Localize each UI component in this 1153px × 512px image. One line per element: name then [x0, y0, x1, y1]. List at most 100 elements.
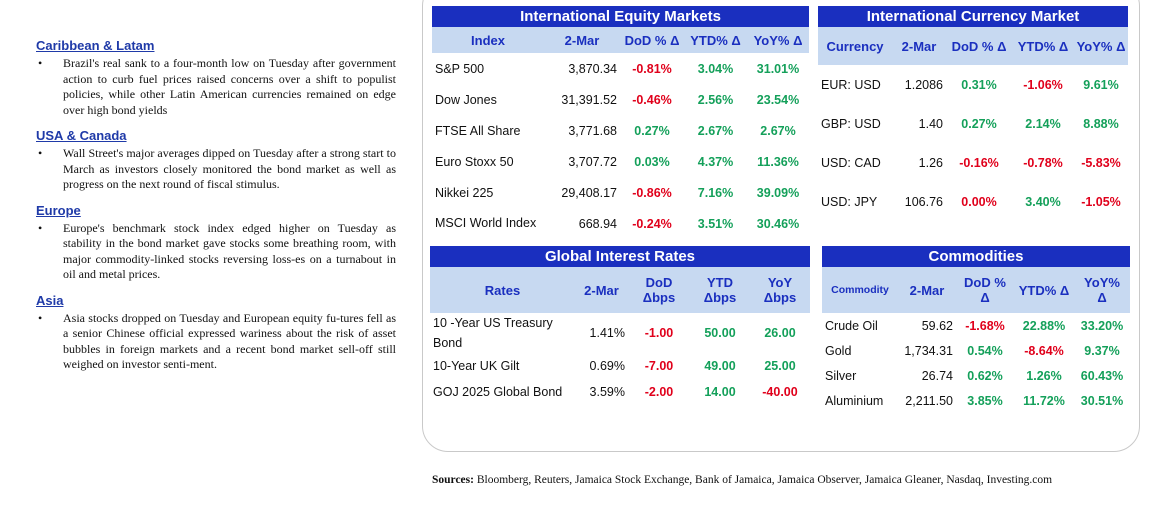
news-heading[interactable]: Europe	[36, 202, 81, 218]
table-row: USD: JPY 106.76 0.00% 3.40% -1.05%	[818, 182, 1128, 221]
currency-rate: 1.2086	[904, 77, 943, 92]
ytd-change: 11.72%	[1023, 393, 1065, 408]
column-header: 2-Mar	[892, 27, 946, 65]
commodity-name: Aluminium	[825, 393, 884, 408]
news-section-caribbean: Caribbean & Latam • Brazil's real sank t…	[36, 38, 396, 118]
column-header: 2-Mar	[544, 27, 620, 53]
news-text: Europe's benchmark stock index edged hig…	[63, 220, 396, 282]
dod-change: -2.00	[644, 385, 674, 399]
yoy-change: 25.00	[764, 359, 796, 373]
index-value: 31,391.52	[561, 92, 617, 107]
column-header: YoY% Δ	[747, 27, 809, 53]
table-row: 10-Year UK Gilt 0.69% -7.00 49.00 25.00	[430, 353, 810, 379]
index-name: Euro Stoxx 50	[435, 154, 514, 169]
sources-label: Sources:	[432, 474, 474, 486]
bullet-icon: •	[38, 146, 43, 160]
index-name: Dow Jones	[435, 92, 497, 107]
dod-change: -0.81%	[632, 61, 672, 76]
yoy-change: 9.61%	[1083, 77, 1119, 92]
rate-name: 10 -Year US Treasury Bond	[433, 316, 553, 350]
news-item: • Wall Street's major averages dipped on…	[36, 146, 396, 193]
column-header: YoY% Δ	[1074, 27, 1128, 65]
column-header: YoY Δbps	[750, 267, 810, 313]
commodity-price: 1,734.31	[904, 343, 953, 358]
rate-name: GOJ 2025 Global Bond	[433, 385, 563, 399]
ytd-change: 3.51%	[697, 216, 734, 231]
yoy-change: 23.54%	[756, 92, 800, 107]
news-text: Brazil's real sank to a four-month low o…	[63, 56, 396, 117]
news-heading[interactable]: USA & Canada	[36, 128, 127, 143]
ytd-change: -8.64%	[1024, 343, 1064, 358]
yoy-change: -5.83%	[1081, 155, 1121, 170]
currency-pair: USD: JPY	[821, 194, 878, 209]
dod-change: 0.03%	[634, 154, 670, 169]
dod-change: 0.27%	[634, 123, 670, 138]
dod-change: -7.00	[644, 359, 674, 373]
table-row: 10 -Year US Treasury Bond 1.41% -1.00 50…	[430, 313, 810, 353]
commodities-title: Commodities	[822, 246, 1130, 267]
yoy-change: 30.46%	[756, 216, 800, 231]
column-header: YoY% Δ	[1074, 267, 1130, 313]
table-row: Nikkei 225 29,408.17 -0.86% 7.16% 39.09%	[432, 177, 809, 208]
index-name: FTSE All Share	[435, 123, 521, 138]
ytd-change: -0.78%	[1023, 155, 1063, 170]
table-row: Gold 1,734.31 0.54% -8.64% 9.37%	[822, 338, 1130, 363]
table-row: GBP: USD 1.40 0.27% 2.14% 8.88%	[818, 104, 1128, 143]
table-row: MSCI World Index 668.94 -0.24% 3.51% 30.…	[432, 208, 809, 239]
currency-table: International Currency Market Currency 2…	[818, 6, 1128, 221]
yoy-change: -40.00	[762, 385, 798, 399]
tables-frame	[422, 0, 1140, 452]
table-row: S&P 500 3,870.34 -0.81% 3.04% 31.01%	[432, 53, 809, 84]
index-name: S&P 500	[435, 61, 485, 76]
bullet-icon: •	[38, 220, 43, 235]
yoy-change: 9.37%	[1084, 343, 1120, 358]
column-header: DoD Δbps	[628, 267, 690, 313]
news-heading[interactable]: Caribbean & Latam	[36, 38, 155, 53]
yoy-change: 26.00	[764, 326, 796, 340]
index-name: MSCI World Index	[435, 216, 537, 230]
commodity-name: Silver	[825, 368, 857, 383]
index-name: Nikkei 225	[435, 185, 494, 200]
column-header: 2-Mar	[575, 267, 628, 313]
column-header: 2-Mar	[898, 267, 956, 313]
news-item: • Europe's benchmark stock index edged h…	[36, 221, 396, 283]
table-row: GOJ 2025 Global Bond 3.59% -2.00 14.00 -…	[430, 379, 810, 405]
currency-rate: 1.40	[918, 116, 943, 131]
column-header: DoD % Δ	[946, 27, 1012, 65]
table-row: USD: CAD 1.26 -0.16% -0.78% -5.83%	[818, 143, 1128, 182]
commodity-price: 59.62	[921, 318, 953, 333]
rates-title: Global Interest Rates	[430, 246, 810, 267]
column-header: Rates	[430, 267, 575, 313]
dod-change: -1.00	[644, 326, 674, 340]
dod-change: -1.68%	[965, 318, 1005, 333]
column-header: Currency	[818, 27, 892, 65]
ytd-change: 7.16%	[697, 185, 734, 200]
rate-value: 1.41%	[589, 326, 625, 340]
dod-change: 0.62%	[967, 368, 1003, 383]
commodity-price: 2,211.50	[905, 393, 953, 408]
column-header: YTD% Δ	[1014, 267, 1074, 313]
dod-change: 3.85%	[967, 393, 1003, 408]
table-row: Euro Stoxx 50 3,707.72 0.03% 4.37% 11.36…	[432, 146, 809, 177]
news-section-usa: USA & Canada • Wall Street's major avera…	[36, 128, 396, 193]
ytd-change: 2.14%	[1025, 116, 1061, 131]
ytd-change: 50.00	[704, 326, 736, 340]
ytd-change: 4.37%	[697, 154, 734, 169]
yoy-change: 31.01%	[756, 61, 800, 76]
news-heading[interactable]: Asia	[36, 292, 64, 308]
column-header: Index	[432, 27, 544, 53]
commodity-name: Crude Oil	[825, 318, 878, 333]
yoy-change: 33.20%	[1080, 318, 1124, 333]
news-text: Wall Street's major averages dipped on T…	[63, 146, 396, 191]
dod-change: -0.46%	[632, 92, 672, 107]
equity-table: International Equity Markets Index 2-Mar…	[432, 6, 809, 239]
commodity-name: Gold	[825, 343, 852, 358]
table-row: Silver 26.74 0.62% 1.26% 60.43%	[822, 363, 1130, 388]
index-value: 29,408.17	[561, 185, 617, 200]
dod-change: -0.86%	[632, 185, 672, 200]
rate-value: 3.59%	[589, 385, 625, 399]
yoy-change: 39.09%	[756, 185, 800, 200]
sources-line: Sources: Bloomberg, Reuters, Jamaica Sto…	[432, 474, 1052, 486]
news-section-asia: Asia • Asia stocks dropped on Tuesday an…	[36, 293, 396, 373]
index-value: 3,771.68	[568, 123, 617, 138]
